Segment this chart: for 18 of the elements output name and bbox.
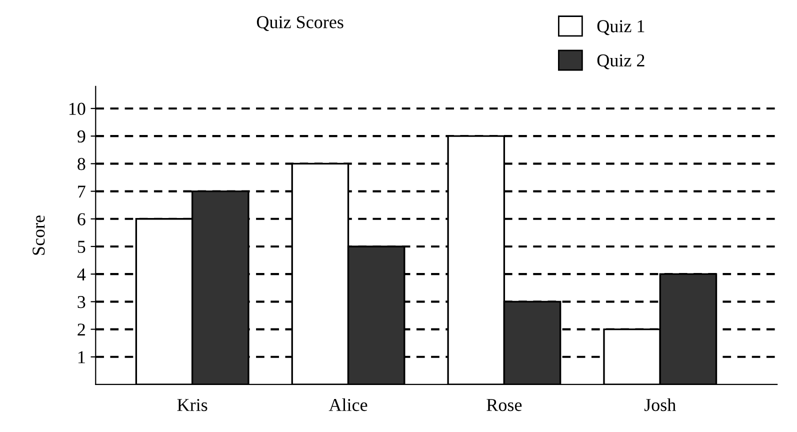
x-tick-label: Rose <box>486 399 522 412</box>
legend-label: Quiz 1 <box>597 20 644 36</box>
legend-label: Quiz 2 <box>597 54 644 70</box>
y-tick-label: 10 <box>69 102 86 115</box>
y-tick-label: 9 <box>77 130 86 143</box>
y-tick-label: 3 <box>78 296 86 308</box>
y-tick-label: 6 <box>78 213 86 226</box>
x-tick-label: Kris <box>177 398 208 412</box>
y-tick-label: 2 <box>78 324 85 336</box>
y-tick-label: 4 <box>77 268 86 280</box>
y-tick-label: 8 <box>78 158 86 170</box>
y-tick-label: 5 <box>78 240 86 253</box>
y-tick-label: 7 <box>78 186 86 198</box>
chart-title: Quiz Scores <box>256 16 344 31</box>
y-tick-label: 1 <box>78 351 85 364</box>
x-tick-label: Alice <box>328 398 368 412</box>
x-tick-label: Josh <box>644 398 676 412</box>
y-axis-title: Score <box>32 216 45 255</box>
